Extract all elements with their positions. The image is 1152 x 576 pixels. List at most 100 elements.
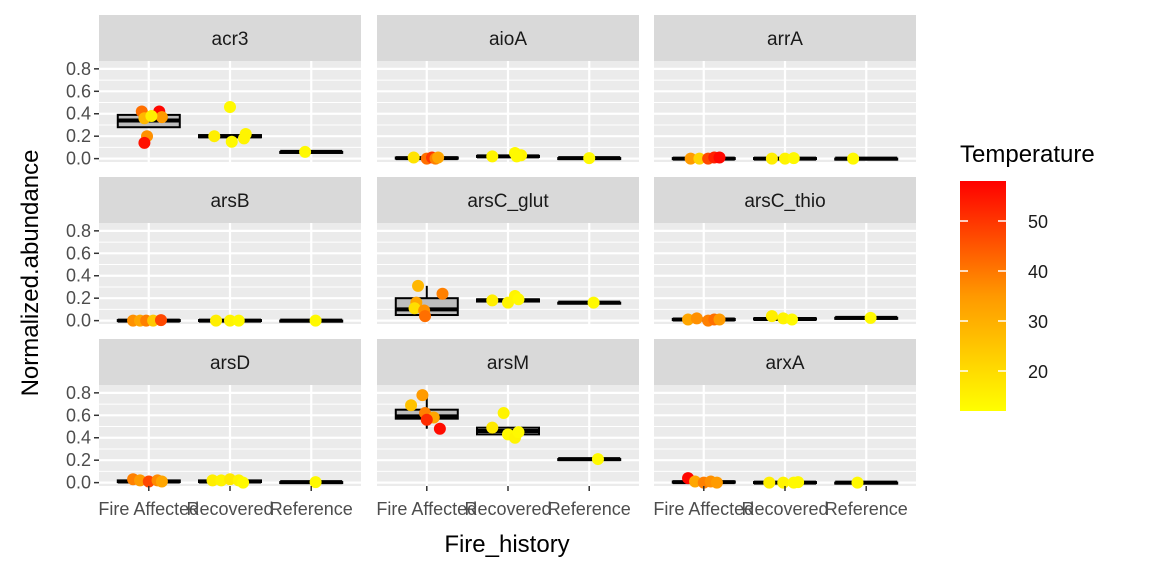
facet-strip	[377, 339, 639, 385]
y-tick-label: 0.2	[66, 450, 91, 470]
y-tick-label: 0.8	[66, 59, 91, 79]
data-point	[155, 111, 168, 124]
facet-strip	[654, 177, 916, 223]
x-tick-label: Reference	[825, 499, 908, 519]
data-point	[497, 407, 510, 420]
x-tick-label: Fire Affected	[653, 499, 754, 519]
facet-panel-arsD: arsD	[99, 339, 361, 489]
data-point	[155, 475, 168, 488]
facet-strip-label: arsD	[210, 353, 250, 374]
y-tick-label: 0.6	[66, 243, 91, 263]
y-axis-title: Normalized.abundance	[17, 150, 44, 397]
data-point	[155, 314, 168, 327]
data-point	[779, 152, 791, 165]
data-point	[419, 310, 432, 323]
data-point	[512, 426, 525, 439]
facet-strip-label: arsC_glut	[467, 191, 549, 212]
data-point	[407, 151, 420, 164]
data-point	[713, 151, 726, 164]
x-tick-label: Recovered	[186, 499, 273, 519]
facet-panel-arsB: arsB	[99, 177, 361, 327]
data-point	[405, 399, 418, 412]
data-point	[309, 314, 322, 327]
data-point	[710, 476, 723, 489]
data-point	[224, 473, 236, 486]
data-point	[587, 296, 600, 309]
data-point	[851, 476, 864, 489]
x-axis-title: Fire_history	[444, 531, 569, 558]
y-tick-label: 0.0	[66, 149, 91, 169]
facet-strip-label: arsC_thio	[744, 191, 825, 212]
data-point	[299, 145, 312, 158]
temperature-legend: Temperature 20 30 40 50	[960, 141, 1095, 411]
facet-strip-label: acr3	[212, 29, 249, 50]
data-point	[486, 421, 499, 434]
data-point	[693, 152, 706, 165]
y-tick-label: 0.4	[66, 428, 91, 448]
data-point	[412, 279, 425, 292]
y-tick-label: 0.6	[66, 81, 91, 101]
data-point	[777, 476, 790, 489]
x-tick-label: Fire Affected	[376, 499, 477, 519]
facet-strip	[99, 339, 361, 385]
y-tick-label: 0.4	[66, 104, 91, 124]
facet-panel-aioA: aioA	[377, 15, 639, 165]
legend-colorbar	[960, 181, 1006, 411]
data-point	[510, 150, 523, 163]
legend-tick-label: 20	[1028, 362, 1048, 382]
facet-strip	[99, 177, 361, 223]
data-point	[134, 474, 147, 487]
data-point	[232, 314, 245, 327]
data-point	[684, 152, 697, 165]
data-point	[432, 151, 445, 164]
data-point	[787, 152, 800, 165]
legend-ticks: 20 30 40 50	[960, 212, 1048, 382]
y-tick-label: 0.2	[66, 288, 91, 308]
data-point	[512, 293, 525, 306]
data-point	[420, 413, 433, 426]
facet-strip-label: arsB	[210, 191, 249, 212]
data-point	[309, 476, 322, 489]
x-tick-label: Recovered	[741, 499, 828, 519]
data-point	[763, 476, 776, 489]
data-point	[486, 294, 499, 307]
legend-tick-label: 40	[1028, 262, 1048, 282]
data-point	[682, 313, 695, 326]
data-point	[486, 150, 499, 163]
data-point	[690, 312, 703, 325]
data-point	[777, 312, 790, 325]
x-tick-label: Reference	[270, 499, 353, 519]
facet-strip-label: arxA	[765, 353, 804, 374]
data-point	[433, 422, 446, 435]
data-point	[206, 474, 219, 487]
data-point	[237, 476, 250, 489]
data-point	[145, 109, 158, 122]
y-tick-label: 0.8	[66, 383, 91, 403]
facet-strip	[99, 15, 361, 61]
y-tick-label: 0.6	[66, 405, 91, 425]
data-point	[416, 389, 429, 402]
y-tick-label: 0.2	[66, 126, 91, 146]
data-point	[224, 101, 236, 114]
data-point	[225, 135, 238, 148]
data-point	[765, 310, 778, 323]
facet-strip-label: arrA	[767, 29, 803, 50]
data-point	[208, 130, 221, 143]
legend-tick-label: 30	[1028, 312, 1048, 332]
data-point	[847, 152, 860, 165]
data-point	[864, 311, 877, 324]
facet-panel-arrA: arrA	[654, 15, 916, 165]
legend-title: Temperature	[960, 141, 1095, 168]
facet-panels: acr3 aioA arrA arsB arsC_glut arsC_thio arsD ar…	[99, 15, 916, 489]
data-point	[408, 302, 421, 315]
facet-panel-acr3: acr3	[99, 15, 361, 162]
facet-panel-arsC_glut: arsC_glut	[377, 177, 639, 324]
facet-strip	[654, 339, 916, 385]
data-point	[210, 314, 223, 327]
facet-panel-arsM: arsM	[377, 339, 639, 486]
legend-tick-label: 50	[1028, 212, 1048, 232]
y-tick-label: 0.8	[66, 221, 91, 241]
data-point	[138, 136, 151, 149]
facet-strip-label: aioA	[489, 29, 527, 50]
y-tick-label: 0.0	[66, 473, 91, 493]
